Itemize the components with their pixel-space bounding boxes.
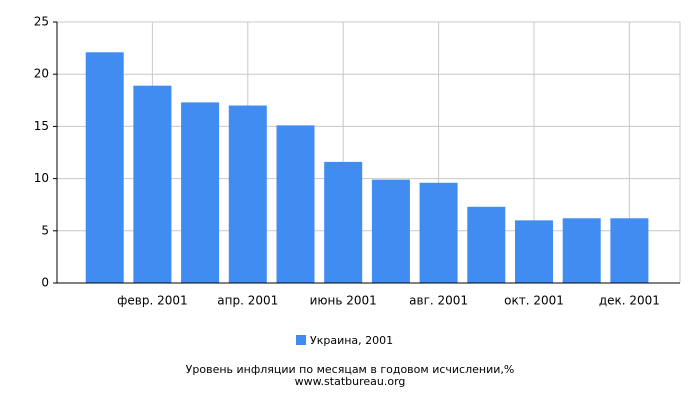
x-tick-label: апр. 2001 — [217, 294, 278, 308]
bar — [276, 125, 315, 283]
chart-subtitle: www.statbureau.org — [295, 375, 406, 388]
bar — [419, 182, 458, 283]
y-tick-label: 10 — [34, 171, 49, 185]
bar — [610, 218, 649, 283]
x-tick-label: июнь 2001 — [310, 294, 377, 308]
x-tick-label: февр. 2001 — [117, 294, 188, 308]
chart-title: Уровень инфляции по месяцам в годовом ис… — [186, 363, 515, 376]
bar — [85, 52, 124, 283]
x-tick-label: окт. 2001 — [504, 294, 564, 308]
bar — [515, 220, 553, 283]
bar — [371, 179, 410, 283]
y-tick-label: 5 — [41, 223, 49, 237]
legend-label: Украина, 2001 — [310, 334, 393, 347]
y-tick-label: 20 — [34, 67, 49, 81]
legend-swatch — [296, 335, 306, 345]
x-tick-label: дек. 2001 — [599, 294, 660, 308]
bar — [324, 161, 363, 283]
bar — [181, 102, 220, 283]
y-tick-label: 15 — [34, 119, 49, 133]
bar — [467, 206, 506, 283]
bar — [562, 218, 601, 283]
bar — [133, 85, 172, 284]
y-tick-label: 25 — [34, 15, 49, 29]
bar — [228, 105, 267, 284]
y-tick-label: 0 — [41, 276, 49, 290]
x-tick-label: авг. 2001 — [409, 294, 468, 308]
